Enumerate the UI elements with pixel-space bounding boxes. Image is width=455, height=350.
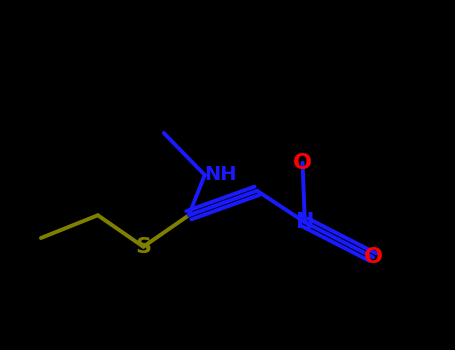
- Text: NH: NH: [205, 166, 237, 184]
- Text: S: S: [135, 237, 152, 257]
- Text: N: N: [296, 212, 314, 232]
- Text: O: O: [293, 153, 312, 173]
- Text: O: O: [364, 247, 383, 267]
